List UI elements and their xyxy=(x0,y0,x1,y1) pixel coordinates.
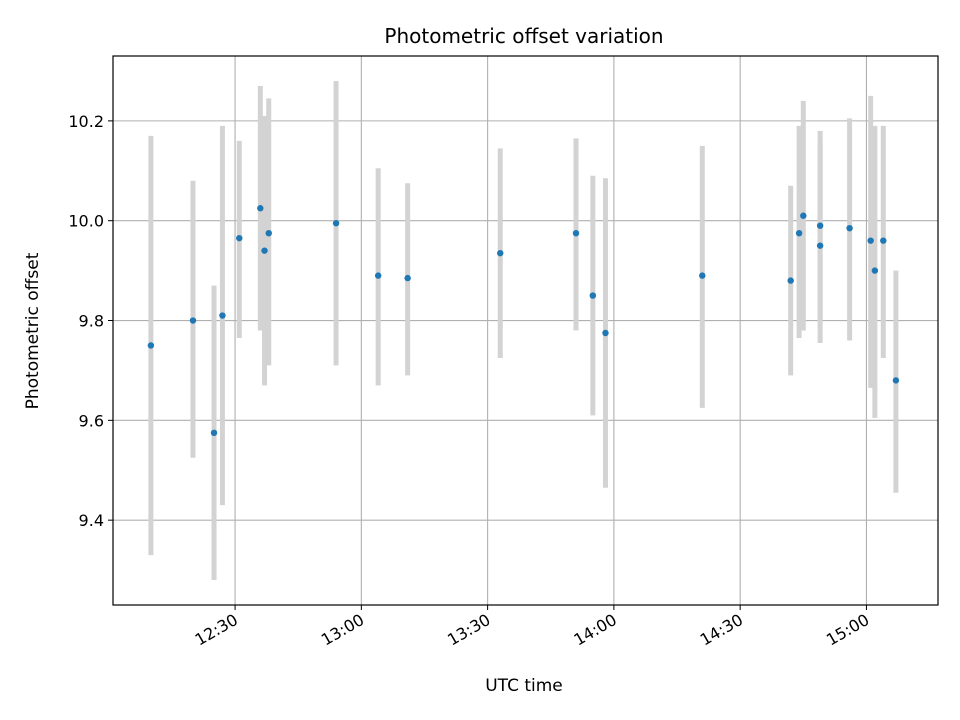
y-axis-label: Photometric offset xyxy=(23,252,43,409)
data-point xyxy=(795,229,803,237)
y-tick-label: 10.2 xyxy=(68,112,104,131)
data-point xyxy=(867,237,874,244)
data-point xyxy=(332,219,340,227)
data-point xyxy=(589,292,597,299)
data-point xyxy=(497,249,504,257)
data-point xyxy=(846,224,853,232)
data-point xyxy=(374,272,382,279)
data-point xyxy=(147,342,155,349)
data-point xyxy=(572,229,580,237)
data-point xyxy=(265,229,272,237)
plot-frame xyxy=(112,55,939,606)
data-point xyxy=(404,274,411,282)
data-point xyxy=(880,237,887,244)
data-point xyxy=(699,272,706,279)
data-point xyxy=(892,377,900,384)
y-tick-label: 10.0 xyxy=(68,212,104,231)
chart-title: Photometric offset variation xyxy=(384,24,663,48)
x-axis-label: UTC time xyxy=(485,676,563,696)
data-point xyxy=(816,242,824,249)
data-point xyxy=(261,247,268,254)
y-axis-ticks: 9.4 9.6 9.8 10.0 10.2 xyxy=(68,112,113,530)
data-point xyxy=(257,205,264,212)
data-point xyxy=(189,317,197,324)
data-point xyxy=(236,234,243,242)
data-point xyxy=(219,312,226,319)
y-tick-label: 9.6 xyxy=(79,411,104,430)
data-point xyxy=(602,329,609,337)
data-point xyxy=(787,277,794,284)
y-tick-label: 9.8 xyxy=(79,312,104,331)
data-point xyxy=(210,429,218,437)
data-point xyxy=(800,212,807,219)
data-point xyxy=(871,267,879,274)
data-point xyxy=(816,222,824,229)
data-points xyxy=(147,205,900,437)
y-tick-label: 9.4 xyxy=(79,511,104,530)
